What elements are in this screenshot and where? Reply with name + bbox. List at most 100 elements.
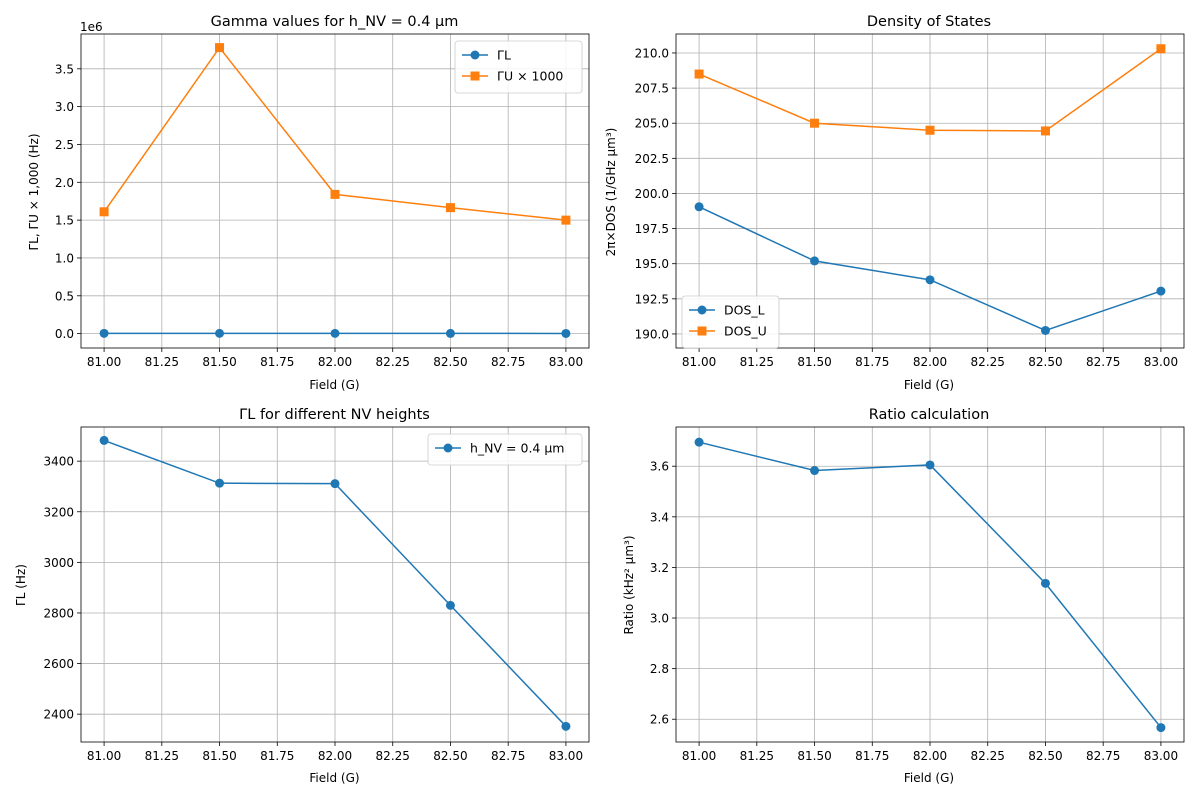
subplot-density-of-states: Density of States Field (G) 2π×DOS (1/GH… (604, 14, 991, 392)
y-tick-label: 3.0 (650, 612, 669, 626)
x-tick-label: 81.75 (260, 749, 294, 763)
x-tick-label: 82.50 (1028, 749, 1062, 763)
plot-area-0: 81.00 81.25 81.50 81.75 82.00 82.25 82.50 82.75… (55, 33, 590, 369)
x-tick-label: 82.25 (971, 355, 1005, 369)
legend-marker (697, 326, 707, 336)
chart-title: ΓL for different NV heights (239, 407, 430, 423)
x-tick-label: 83.00 (1144, 749, 1178, 763)
data-point (1040, 325, 1050, 335)
y-tick-label: 192.5 (635, 292, 669, 306)
subplot-gamma-values: Gamma values for h_NV = 0.4 μm Field (G)… (27, 14, 458, 392)
y-tick-label: 3.2 (650, 561, 669, 575)
y-offset-text: 1e6 (80, 20, 103, 34)
x-tick-label: 81.00 (682, 749, 716, 763)
x-tick-label: 82.25 (376, 749, 410, 763)
x-tick-label: 81.50 (797, 355, 831, 369)
x-tick-label: 82.00 (913, 749, 947, 763)
y-tick-label: 210.0 (635, 46, 669, 60)
plot-area-2: 81.00 81.25 81.50 81.75 82.00 82.25 82.50 82.75… (43, 426, 590, 763)
y-tick-label: 3.5 (55, 62, 74, 76)
y-axis-label: 2π×DOS (1/GHz μm³) (604, 128, 618, 257)
y-axis-label: ΓL, ΓU × 1,000 (Hz) (27, 133, 41, 250)
y-tick-label: 3000 (43, 556, 74, 570)
x-tick-label: 81.25 (145, 749, 179, 763)
y-axis-label: ΓL (Hz) (14, 564, 28, 606)
data-point (810, 118, 820, 128)
data-point (215, 43, 225, 53)
y-axis-label: Ratio (kHz² μm³) (622, 535, 636, 634)
legend-box (427, 433, 583, 466)
chart-title: Gamma values for h_NV = 0.4 μm (211, 14, 459, 30)
y-tick-label: 2800 (43, 606, 74, 620)
y-tick-label: 195.0 (635, 257, 669, 271)
legend: DOS_L DOS_U (681, 295, 780, 349)
y-tick-label: 200.0 (635, 187, 669, 201)
legend-label: ΓU × 1000 (497, 69, 563, 84)
data-point (445, 328, 455, 338)
y-tick-label: 2600 (43, 657, 74, 671)
data-point (1156, 44, 1166, 54)
x-tick-label: 81.75 (260, 355, 294, 369)
x-tick-label: 82.50 (433, 355, 467, 369)
legend-marker (470, 71, 480, 81)
data-point (925, 460, 935, 470)
subplot-ratio-calculation: Ratio calculation Field (G) Ratio (kHz² … (622, 407, 989, 785)
legend-label: DOS_L (724, 303, 765, 318)
data-point (99, 435, 109, 445)
x-tick-label: 83.00 (549, 749, 583, 763)
y-tick-label: 0.0 (55, 327, 74, 341)
data-point (561, 721, 571, 731)
data-point (694, 437, 704, 447)
data-point (1156, 723, 1166, 733)
data-point (925, 125, 935, 135)
data-point (99, 328, 109, 338)
x-axis-label: Field (G) (309, 378, 359, 392)
legend-box (454, 40, 583, 94)
x-axis-label: Field (G) (309, 771, 359, 785)
x-tick-label: 81.00 (87, 355, 121, 369)
x-tick-label: 82.25 (376, 355, 410, 369)
data-point (561, 215, 571, 225)
x-tick-label: 82.50 (1028, 355, 1062, 369)
y-tick-label: 3400 (43, 455, 74, 469)
x-tick-label: 83.00 (549, 355, 583, 369)
legend: ΓL ΓU × 1000 (454, 40, 583, 94)
data-point (1156, 286, 1166, 296)
chart-title: Ratio calculation (869, 407, 990, 423)
y-tick-label: 197.5 (635, 222, 669, 236)
y-tick-label: 205.0 (635, 117, 669, 131)
y-tick-label: 1.5 (55, 214, 74, 228)
y-tick-label: 207.5 (635, 82, 669, 96)
legend-marker (697, 305, 707, 315)
y-tick-label: 2.5 (55, 138, 74, 152)
x-tick-label: 82.50 (433, 749, 467, 763)
legend-label: h_NV = 0.4 μm (470, 441, 564, 456)
data-point (694, 202, 704, 212)
x-tick-label: 82.00 (318, 355, 352, 369)
y-tick-label: 2.6 (650, 713, 669, 727)
x-tick-label: 81.50 (202, 749, 236, 763)
data-point (810, 256, 820, 266)
x-tick-label: 81.25 (145, 355, 179, 369)
x-tick-label: 81.75 (855, 749, 889, 763)
y-tick-label: 2.8 (650, 662, 669, 676)
data-point (925, 275, 935, 285)
x-tick-label: 81.75 (855, 355, 889, 369)
x-tick-label: 81.50 (797, 749, 831, 763)
data-point (694, 69, 704, 79)
x-tick-label: 81.50 (202, 355, 236, 369)
y-tick-label: 2.0 (55, 176, 74, 190)
data-point (1040, 578, 1050, 588)
y-tick-label: 3.4 (650, 510, 669, 524)
y-tick-label: 3200 (43, 505, 74, 519)
x-tick-label: 82.00 (318, 749, 352, 763)
data-point (215, 478, 225, 488)
legend-label: DOS_U (724, 324, 767, 339)
plot-area-3: 81.00 81.25 81.50 81.75 82.00 82.25 82.50 82.75… (650, 426, 1185, 763)
y-tick-label: 202.5 (635, 152, 669, 166)
y-tick-label: 0.5 (55, 289, 74, 303)
data-point (445, 203, 455, 213)
legend-marker (470, 50, 480, 60)
